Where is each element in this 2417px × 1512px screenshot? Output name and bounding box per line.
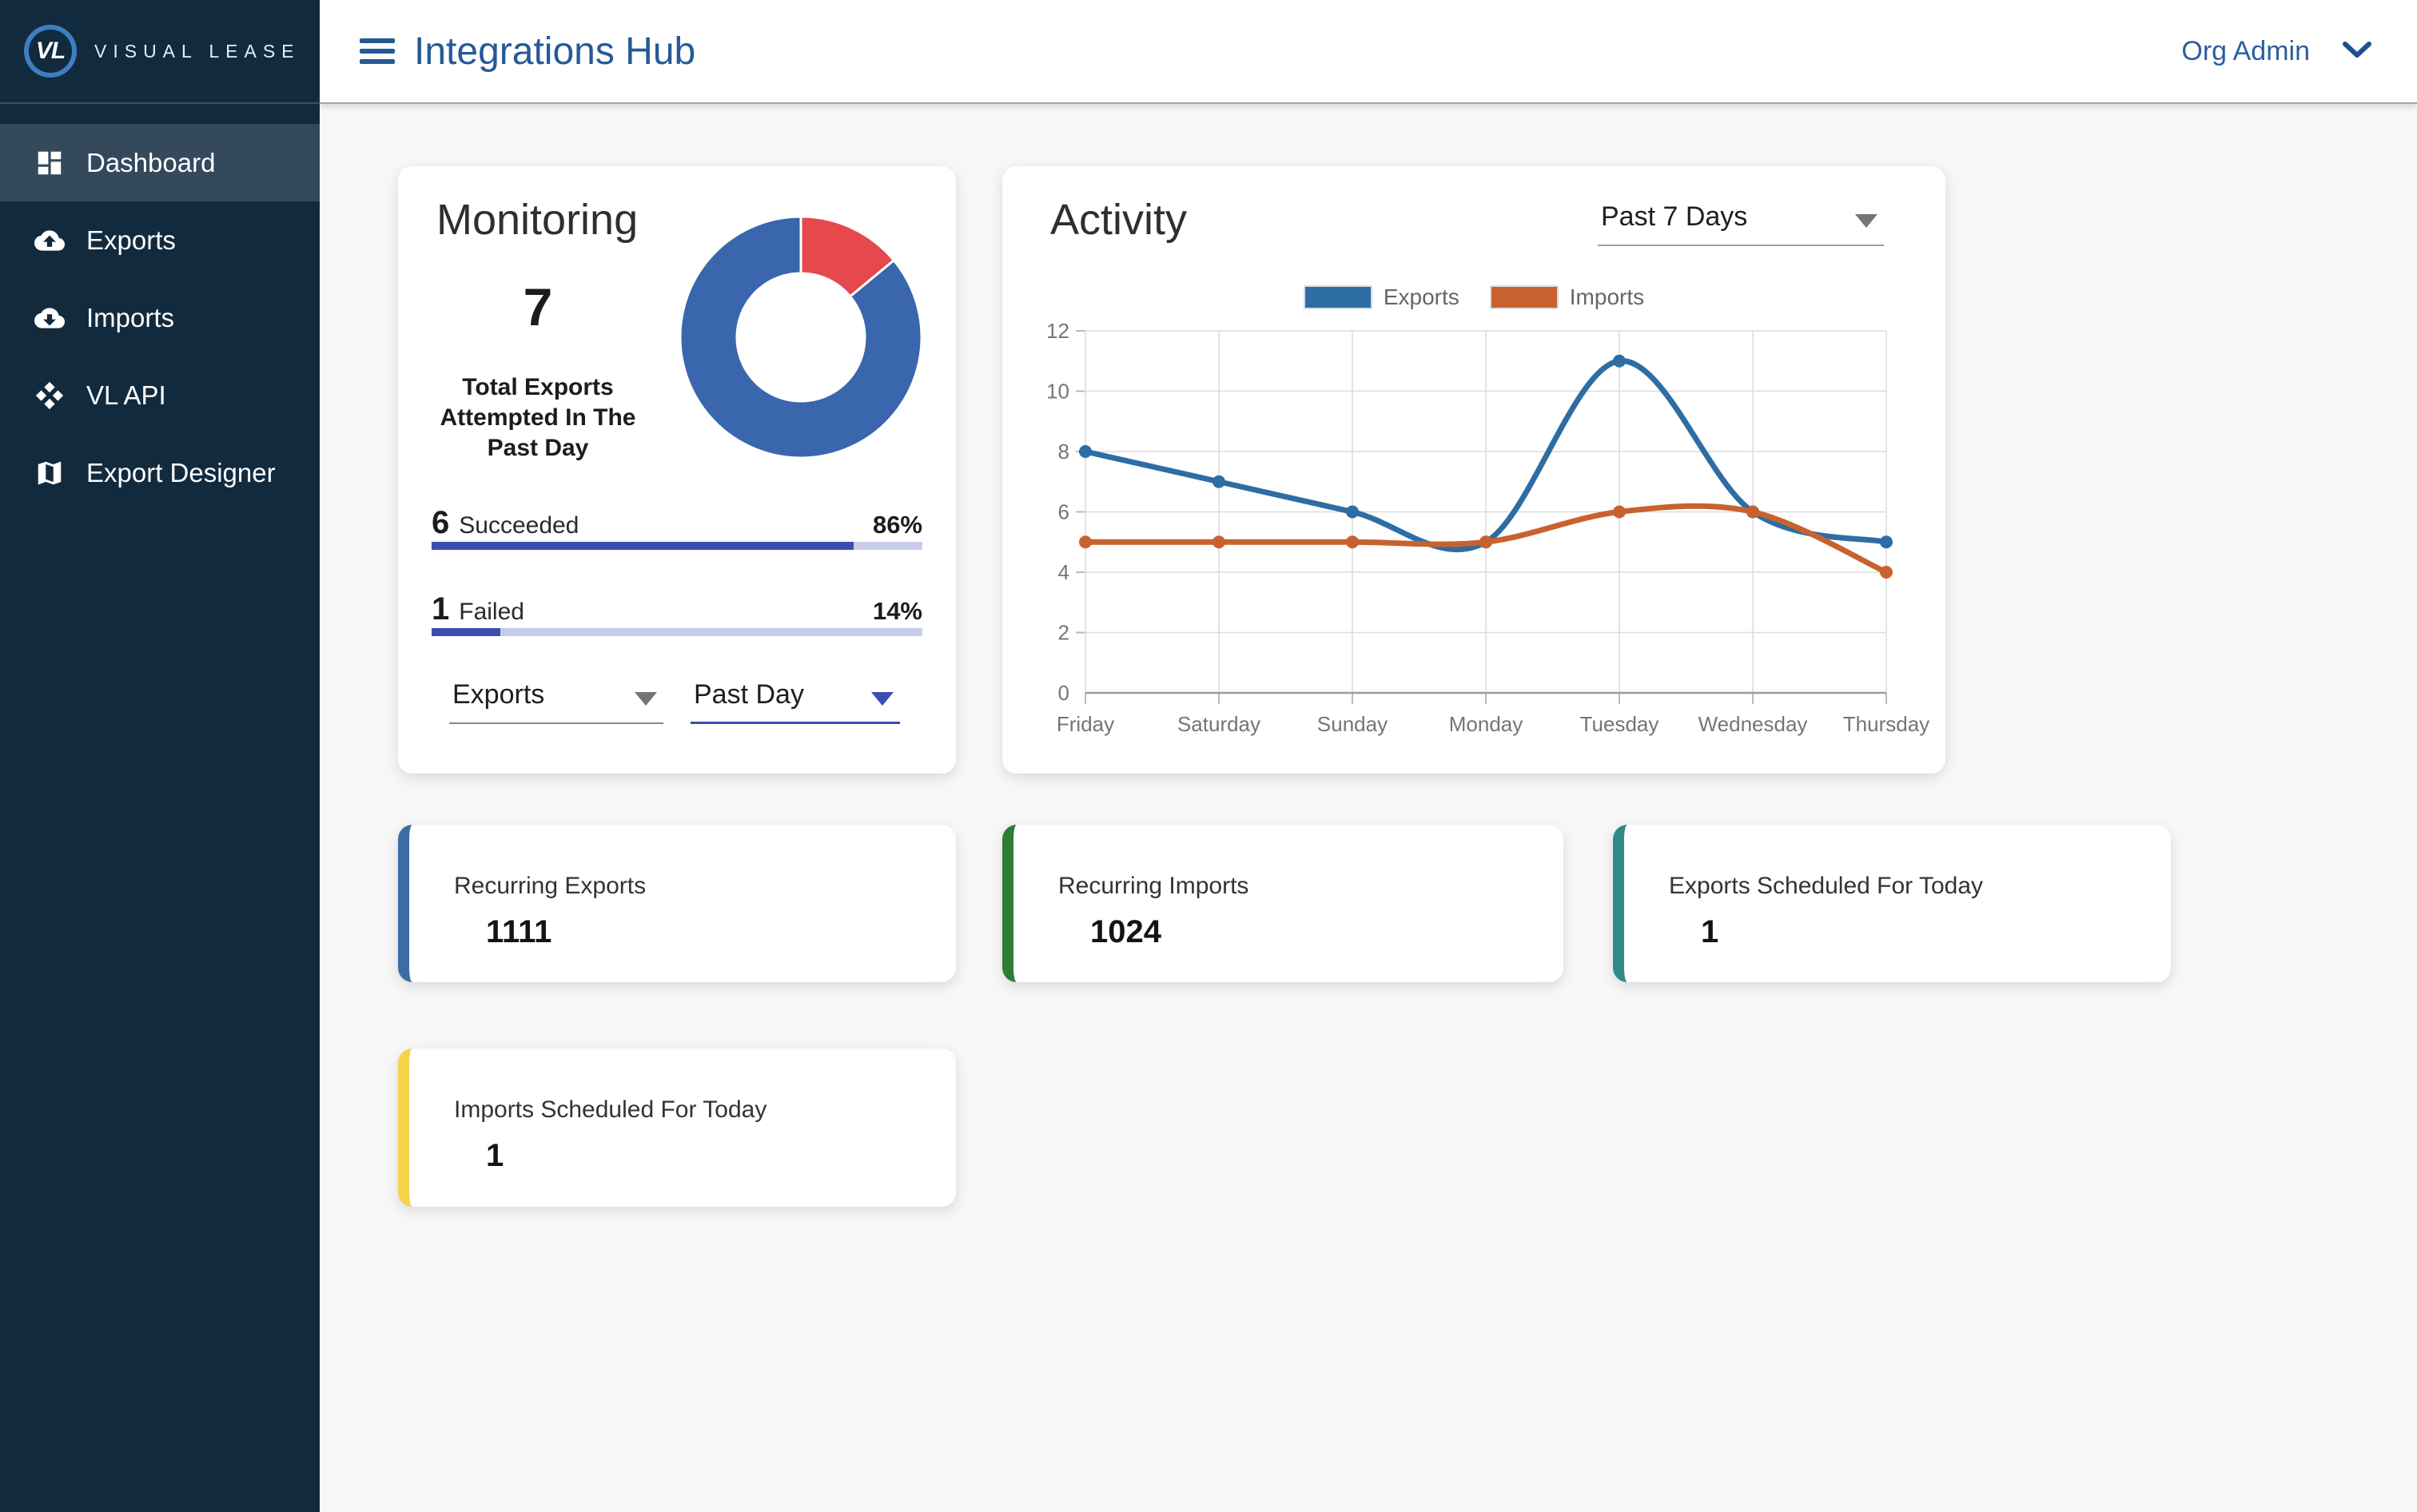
- menu-icon[interactable]: [360, 38, 395, 64]
- monitoring-title: Monitoring: [436, 196, 639, 244]
- logo: VL VISUAL LEASE: [0, 0, 320, 104]
- activity-title: Activity: [1050, 196, 1188, 244]
- succeeded-progress-bar: [432, 542, 922, 550]
- recurring-exports-card: Recurring Exports 1111: [398, 825, 956, 982]
- stat-value: 1111: [486, 914, 552, 949]
- user-menu-label: Org Admin: [2181, 35, 2310, 66]
- caret-down-icon: [871, 692, 894, 706]
- svg-text:Tuesday: Tuesday: [1580, 712, 1659, 736]
- chart-legend: Exports Imports: [1002, 284, 1945, 310]
- stat-label: Exports Scheduled For Today: [1669, 873, 1984, 899]
- stat-value: 1024: [1090, 914, 1161, 949]
- sidebar-item-imports[interactable]: Imports: [0, 279, 320, 356]
- cloud-upload-icon: [34, 225, 66, 257]
- logo-wordmark: VISUAL LEASE: [94, 40, 301, 62]
- svg-text:6: 6: [1058, 500, 1069, 524]
- sidebar: VL VISUAL LEASE Dashboard Exports Import…: [0, 0, 320, 1512]
- sidebar-item-label: Export Designer: [86, 457, 276, 487]
- sidebar-item-export-designer[interactable]: Export Designer: [0, 434, 320, 511]
- caret-down-icon: [635, 692, 657, 706]
- exports-scheduled-today-card: Exports Scheduled For Today 1: [1613, 825, 2171, 982]
- sidebar-item-exports[interactable]: Exports: [0, 201, 320, 279]
- failed-row: 1 Failed 14%: [432, 591, 922, 627]
- stat-value: 1: [1701, 914, 1719, 949]
- svg-text:4: 4: [1058, 560, 1069, 584]
- failed-percent: 14%: [872, 597, 922, 625]
- stat-value: 1: [486, 1138, 504, 1173]
- svg-text:Friday: Friday: [1057, 712, 1114, 736]
- monitoring-card: Monitoring 7 Total Exports Attempted In …: [398, 166, 956, 774]
- sidebar-item-vl-api[interactable]: VL API: [0, 356, 320, 434]
- monitoring-range-value: Past Day: [694, 679, 804, 710]
- stat-label: Recurring Imports: [1058, 873, 1249, 899]
- activity-range-value: Past 7 Days: [1601, 201, 1748, 232]
- svg-text:0: 0: [1058, 681, 1069, 705]
- svg-text:Wednesday: Wednesday: [1698, 712, 1808, 736]
- svg-text:Monday: Monday: [1449, 712, 1523, 736]
- legend-label: Exports: [1383, 284, 1459, 309]
- monitoring-type-select[interactable]: Exports: [449, 679, 663, 724]
- vl-logo-icon: VL: [24, 25, 77, 78]
- logo-initials: VL: [35, 38, 66, 64]
- failed-label: Failed: [459, 599, 524, 625]
- cloud-download-icon: [34, 302, 66, 334]
- user-menu[interactable]: Org Admin: [2181, 36, 2372, 67]
- sidebar-item-label: VL API: [86, 380, 166, 410]
- page-title: Integrations Hub: [414, 30, 696, 73]
- monitoring-total-value: 7: [523, 277, 553, 336]
- map-icon: [34, 457, 66, 489]
- stat-label: Imports Scheduled For Today: [454, 1096, 767, 1123]
- monitoring-type-value: Exports: [452, 679, 545, 710]
- caret-down-icon: [1855, 214, 1877, 228]
- stat-label: Recurring Exports: [454, 873, 647, 899]
- exports-swatch-icon: [1303, 285, 1372, 309]
- activity-range-select[interactable]: Past 7 Days: [1598, 201, 1884, 246]
- sidebar-item-label: Imports: [86, 302, 175, 332]
- legend-item-imports[interactable]: Imports: [1489, 284, 1645, 310]
- sidebar-item-dashboard[interactable]: Dashboard: [0, 124, 320, 201]
- dashboard-icon: [34, 147, 66, 179]
- legend-item-exports[interactable]: Exports: [1303, 284, 1459, 310]
- svg-text:Thursday: Thursday: [1843, 712, 1929, 736]
- svg-text:8: 8: [1058, 440, 1069, 464]
- svg-text:12: 12: [1046, 319, 1069, 343]
- monitoring-total-label: Total Exports Attempted In The Past Day: [440, 374, 636, 461]
- succeeded-row: 6 Succeeded 86%: [432, 505, 922, 541]
- failed-count: 1: [432, 591, 450, 627]
- sidebar-nav: Dashboard Exports Imports VL API Export …: [0, 104, 320, 511]
- recurring-imports-card: Recurring Imports 1024: [1002, 825, 1563, 982]
- top-header: Integrations Hub Org Admin: [320, 0, 2417, 104]
- legend-label: Imports: [1569, 284, 1645, 309]
- monitoring-donut-chart: [679, 215, 923, 460]
- imports-swatch-icon: [1489, 285, 1559, 309]
- monitoring-range-select[interactable]: Past Day: [691, 679, 900, 724]
- sidebar-item-label: Dashboard: [86, 147, 216, 177]
- activity-card: Friday Saturday Sunday Monday Tuesday Wednesd…: [1002, 166, 1945, 774]
- svg-text:Saturday: Saturday: [1177, 712, 1260, 736]
- failed-progress-bar: [432, 628, 922, 636]
- svg-text:Sunday: Sunday: [1317, 712, 1388, 736]
- svg-text:10: 10: [1046, 380, 1069, 404]
- succeeded-count: 6: [432, 505, 450, 540]
- succeeded-percent: 86%: [872, 511, 922, 539]
- svg-text:2: 2: [1058, 621, 1069, 645]
- imports-scheduled-today-card: Imports Scheduled For Today 1: [398, 1048, 956, 1207]
- activity-line-chart: Friday Saturday Sunday Monday Tuesday Wednesd…: [1046, 319, 1929, 736]
- api-diamonds-icon: [34, 380, 66, 412]
- sidebar-item-label: Exports: [86, 225, 176, 255]
- chevron-down-icon: [2342, 40, 2372, 63]
- main-content: Monitoring 7 Total Exports Attempted In …: [320, 104, 2417, 1512]
- succeeded-label: Succeeded: [459, 512, 579, 539]
